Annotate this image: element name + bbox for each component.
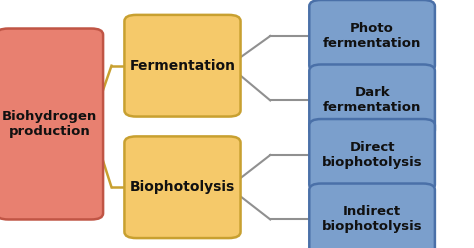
FancyBboxPatch shape [0,29,103,219]
FancyBboxPatch shape [309,64,435,136]
FancyBboxPatch shape [124,15,240,117]
Text: Dark
fermentation: Dark fermentation [323,87,421,114]
FancyBboxPatch shape [309,184,435,248]
Text: Biohydrogen
production: Biohydrogen production [2,110,97,138]
Text: Biophotolysis: Biophotolysis [130,180,235,194]
FancyBboxPatch shape [309,0,435,72]
Text: Fermentation: Fermentation [129,59,236,73]
Text: Photo
fermentation: Photo fermentation [323,22,421,50]
FancyBboxPatch shape [309,119,435,191]
Text: Indirect
biophotolysis: Indirect biophotolysis [322,206,422,233]
FancyBboxPatch shape [124,136,240,238]
Text: Direct
biophotolysis: Direct biophotolysis [322,141,422,169]
